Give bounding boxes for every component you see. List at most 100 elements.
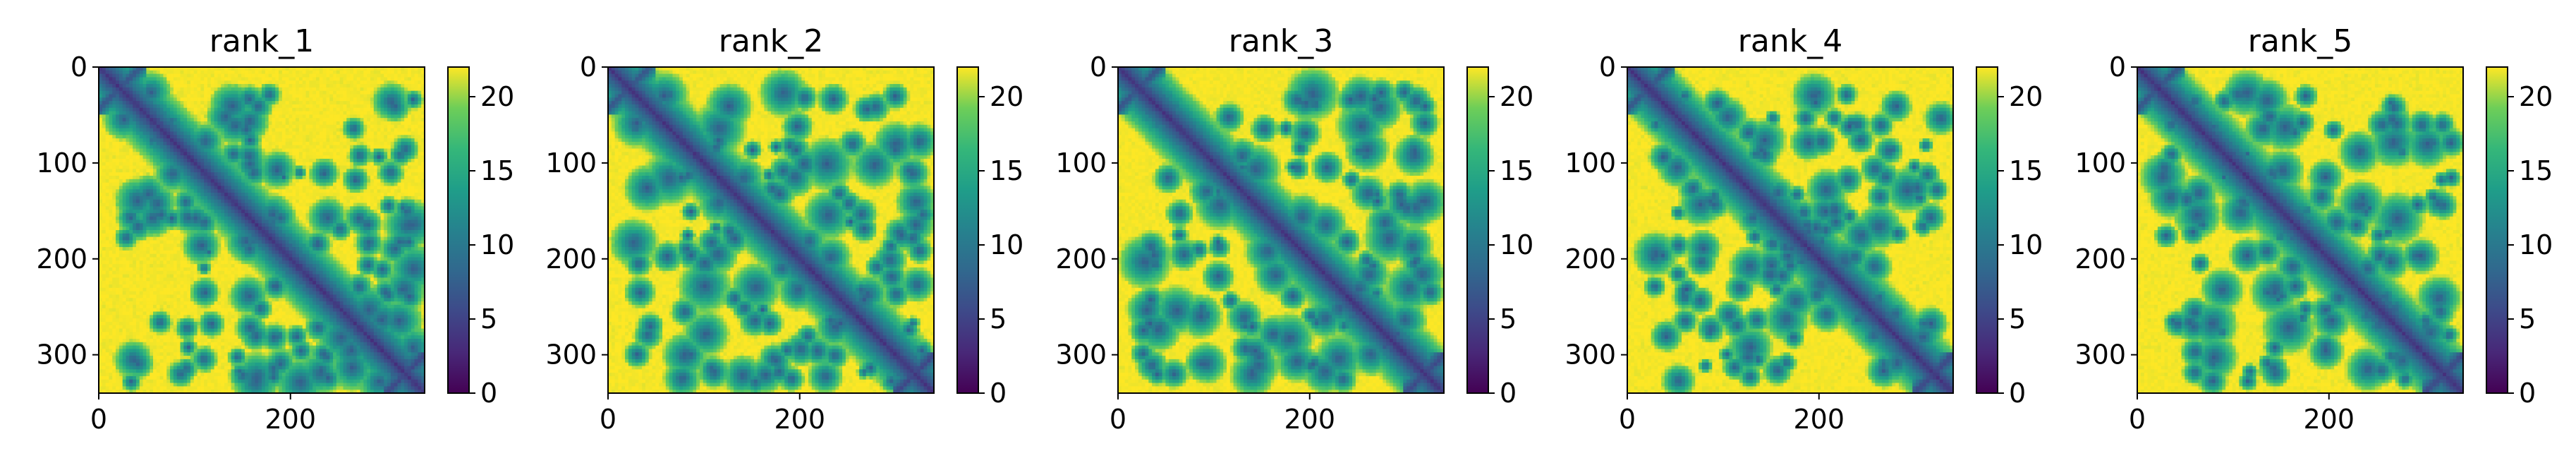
heatmap-cell	[404, 97, 408, 101]
heatmap-cell	[204, 121, 207, 125]
heatmap-cell	[140, 84, 143, 88]
heatmap-cell	[123, 131, 126, 135]
heatmap-cell	[309, 108, 312, 112]
heatmap-cell	[143, 108, 147, 112]
heatmap-cell	[279, 95, 282, 98]
heatmap-cell	[398, 145, 401, 149]
heatmap-cell	[198, 77, 201, 80]
heatmap-cell	[326, 101, 329, 104]
heatmap-cell	[146, 80, 150, 84]
heatmap-cell	[160, 101, 164, 104]
heatmap-cell	[401, 97, 404, 101]
heatmap-cell	[235, 88, 238, 91]
heatmap-cell	[312, 125, 316, 128]
heatmap-cell	[211, 74, 214, 78]
heatmap-cell	[394, 88, 398, 91]
heatmap-cell	[183, 104, 187, 108]
heatmap-cell	[235, 121, 238, 125]
heatmap-cell	[112, 97, 116, 101]
heatmap-cell	[401, 101, 404, 104]
heatmap-cell	[391, 131, 394, 135]
heatmap-cell	[235, 80, 238, 84]
heatmap-cell	[187, 104, 190, 108]
heatmap-cell	[150, 101, 153, 104]
heatmap-cell	[398, 118, 401, 121]
heatmap-cell	[163, 128, 166, 132]
heatmap-cell	[394, 145, 398, 149]
heatmap-cell	[316, 125, 320, 128]
heatmap-cell	[245, 95, 248, 98]
heatmap-cell	[187, 128, 190, 132]
heatmap-cell	[126, 104, 130, 108]
heatmap-cell	[367, 142, 370, 145]
heatmap-cell	[411, 142, 415, 145]
heatmap-cell	[157, 101, 160, 104]
heatmap-cell	[170, 135, 174, 138]
heatmap-cell	[119, 128, 123, 132]
heatmap-cell	[153, 80, 157, 84]
heatmap-cell	[194, 118, 198, 121]
heatmap-cell	[316, 80, 320, 84]
heatmap-cell	[140, 135, 143, 138]
heatmap-cell	[129, 71, 133, 74]
heatmap-cell	[323, 104, 327, 108]
heatmap-cell	[119, 149, 123, 152]
heatmap-cell	[312, 104, 316, 108]
heatmap-cell	[303, 80, 306, 84]
heatmap-cell	[326, 104, 329, 108]
heatmap-cell	[312, 135, 316, 138]
heatmap-cell	[340, 135, 344, 138]
heatmap-cell	[380, 125, 384, 128]
heatmap-cell	[112, 135, 116, 138]
heatmap-cell	[360, 145, 364, 149]
heatmap-cell	[153, 108, 157, 112]
heatmap-cell	[370, 125, 374, 128]
heatmap-cell	[163, 125, 166, 128]
heatmap-cell	[320, 114, 323, 118]
heatmap-cell	[245, 74, 248, 78]
heatmap-cell	[221, 149, 224, 152]
heatmap-cell	[207, 97, 211, 101]
heatmap-cell	[303, 128, 306, 132]
heatmap-cell	[286, 88, 289, 91]
heatmap-cell	[303, 142, 306, 145]
heatmap-cell	[238, 77, 241, 80]
heatmap-cell	[286, 84, 289, 88]
heatmap-cell	[380, 108, 384, 112]
heatmap-cell	[269, 128, 272, 132]
heatmap-cell	[198, 91, 201, 95]
heatmap-cell	[316, 112, 320, 115]
heatmap-cell	[360, 97, 364, 101]
heatmap-cell	[187, 91, 190, 95]
heatmap-cell	[387, 80, 391, 84]
heatmap-cell	[109, 142, 112, 145]
heatmap-cell	[262, 71, 265, 74]
heatmap-cell	[367, 131, 370, 135]
heatmap-cell	[289, 128, 293, 132]
heatmap-cell	[377, 95, 381, 98]
heatmap-cell	[353, 138, 357, 142]
heatmap-cell	[187, 88, 190, 91]
heatmap-cell	[109, 77, 112, 80]
heatmap-cell	[360, 138, 364, 142]
heatmap-cell	[116, 80, 119, 84]
heatmap-cell	[109, 101, 112, 104]
heatmap-cell	[109, 84, 112, 88]
heatmap-cell	[163, 71, 166, 74]
heatmap-cell	[306, 104, 310, 108]
heatmap-cell	[309, 71, 312, 74]
heatmap-cell	[286, 108, 289, 112]
heatmap-cell	[211, 125, 214, 128]
heatmap-cell	[363, 131, 367, 135]
heatmap-cell	[340, 91, 344, 95]
heatmap-cell	[174, 112, 177, 115]
heatmap-cell	[174, 135, 177, 138]
heatmap-cell	[106, 142, 109, 145]
heatmap-cell	[346, 145, 350, 149]
heatmap-cell	[143, 121, 147, 125]
heatmap-cell	[224, 80, 228, 84]
heatmap-cell	[282, 118, 286, 121]
heatmap-cell	[316, 88, 320, 91]
heatmap-cell	[255, 101, 258, 104]
heatmap-cell	[346, 131, 350, 135]
